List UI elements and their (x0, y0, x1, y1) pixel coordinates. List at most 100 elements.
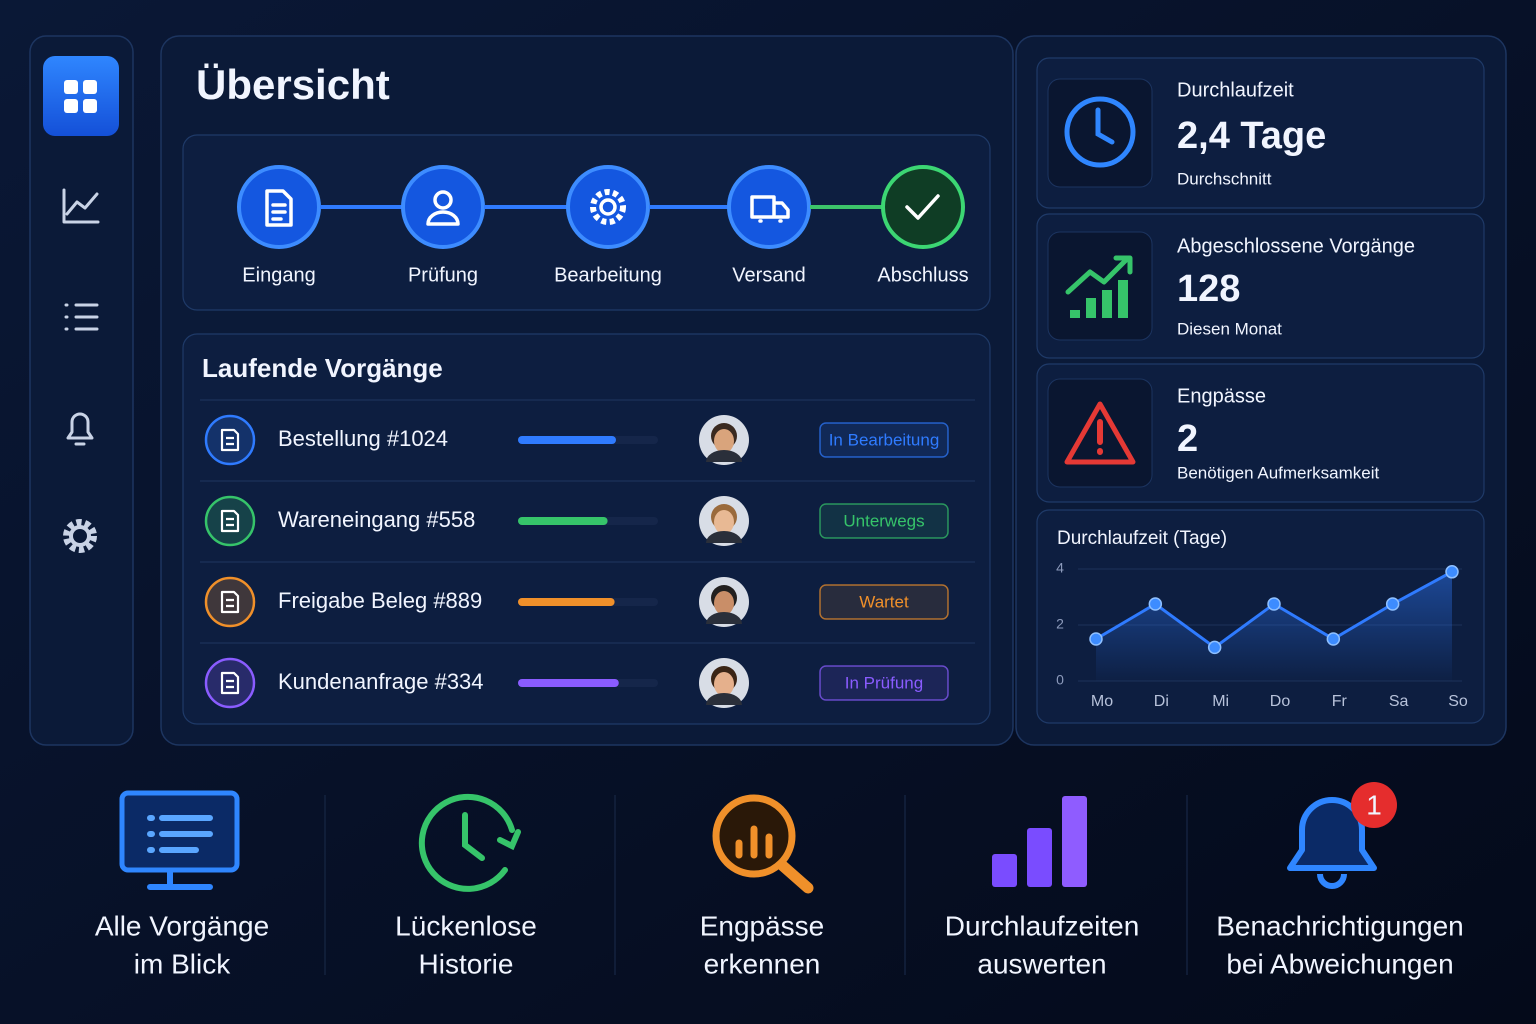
icon-clock (1064, 96, 1136, 168)
nav-notifications[interactable] (66, 412, 94, 446)
avatar-body (706, 450, 742, 462)
avatar-body (706, 612, 742, 624)
page-title: Übersicht (196, 61, 390, 108)
icon-clock-hands (1095, 107, 1115, 145)
row-name: Freigabe Beleg #889 (278, 588, 482, 613)
step-icon (599, 198, 617, 216)
line-area (1096, 571, 1452, 681)
icon-bell: 1 (1287, 782, 1397, 889)
kpi-value: 2,4 Tage (1177, 115, 1326, 157)
kpi-value: 128 (1177, 268, 1240, 310)
status-pill (819, 665, 949, 701)
step-circle (881, 165, 965, 249)
status-pill (819, 584, 949, 620)
running-panel (182, 333, 991, 725)
kpi-label: Abgeschlossene Vorgänge (1177, 235, 1415, 257)
step-circle (237, 165, 321, 249)
chart: 0 2 4 Mo Di Mi Do Fr Sa So (1056, 560, 1468, 711)
step-icon (265, 189, 293, 227)
row-icon-glyph (220, 428, 240, 452)
icon-growth-bar (1102, 290, 1112, 318)
feature-label: erkennen (704, 948, 821, 979)
running-title: Laufende Vorgänge (202, 353, 443, 383)
feature-label: Durchlaufzeiten (945, 910, 1140, 941)
feature-row: Alle Vorgänge im Blick Lückenlose Historie E… (95, 795, 1464, 979)
status-label: In Bearbeitung (829, 430, 940, 449)
step-icon (750, 195, 790, 223)
status-label: In Prüfung (845, 673, 923, 692)
feature-label: Alle Vorgänge (95, 910, 269, 941)
x-tick-label: Do (1270, 693, 1291, 710)
row-icon-glyph (220, 509, 240, 533)
icon-growth-arrow (1065, 255, 1133, 295)
step-icon (905, 194, 940, 220)
kpi-note: Benötigen Aufmerksamkeit (1177, 463, 1379, 482)
line-point (1089, 632, 1103, 646)
step-label: Abschluss (877, 264, 968, 286)
progress-bar (518, 517, 608, 525)
feature-label: bei Abweichungen (1226, 948, 1453, 979)
running-list: Bestellung #1024 In Bearbeitung Wareneinga… (200, 399, 975, 709)
step-label: Prüfung (408, 264, 478, 286)
y-tick-label: 0 (1056, 672, 1064, 688)
avatar-body (706, 531, 742, 543)
nav-list[interactable] (64, 303, 99, 331)
kpi-value: 2 (1177, 418, 1198, 460)
feature-label: Historie (419, 948, 514, 979)
icon-growth-bar (1086, 298, 1096, 318)
nav-analytics[interactable] (62, 188, 100, 224)
kpi-list: Durchlaufzeit 2,4 Tage Durchschnitt Abgesch… (1036, 57, 1485, 503)
line-point (1385, 597, 1400, 611)
nav-settings[interactable] (63, 519, 97, 553)
kpi-note: Diesen Monat (1177, 319, 1282, 338)
status-pill (819, 422, 949, 458)
line-point (1267, 597, 1281, 611)
x-tick-label: So (1448, 693, 1468, 710)
feature-label: Engpässe (700, 910, 825, 941)
line-point (1148, 597, 1163, 611)
progress-bar (518, 436, 616, 444)
status-label: Unterwegs (843, 511, 924, 530)
line-point (1326, 632, 1341, 646)
avatar-face (714, 672, 734, 696)
row-icon (204, 576, 256, 628)
x-tick-label: Fr (1332, 693, 1348, 710)
progress-bar (518, 679, 619, 687)
x-tick-label: Di (1154, 693, 1169, 710)
step-icon-gear (590, 189, 626, 225)
row-icon (204, 657, 256, 709)
step-label: Versand (732, 264, 805, 286)
row-icon-glyph (220, 671, 240, 695)
icon-warning (1064, 401, 1136, 465)
status-label: Wartet (859, 592, 909, 611)
kpi-label: Engpässe (1177, 385, 1266, 407)
step-circle (566, 165, 650, 249)
row-icon (204, 495, 256, 547)
line-point (1445, 565, 1459, 579)
dashboard-icon (64, 80, 97, 113)
row-icon-glyph (220, 590, 240, 614)
row-name: Kundenanfrage #334 (278, 669, 484, 694)
step-icon (426, 190, 460, 226)
avatar-face (714, 429, 734, 453)
row-name: Wareneingang #558 (278, 507, 475, 532)
chart-title: Durchlaufzeit (Tage) (1057, 528, 1227, 549)
notification-badge: 1 (1366, 789, 1382, 820)
row-icon (204, 414, 256, 466)
sidebar (29, 35, 134, 746)
feature-label: auswerten (977, 948, 1106, 979)
process-steps: Eingang Prüfung Bearbeitung Versand Abschlus… (237, 165, 969, 286)
kpi-icon-box (1047, 231, 1153, 341)
icon-growth-bar (1118, 280, 1128, 318)
icon-growth-bar (1070, 310, 1080, 318)
icon-history (418, 793, 521, 892)
icon-search (712, 794, 814, 894)
kpi-label: Durchlaufzeit (1177, 79, 1294, 101)
avatar-body (706, 693, 742, 705)
row-name: Bestellung #1024 (278, 426, 448, 451)
avatar-face (714, 591, 734, 615)
kpi-note: Durchschnitt (1177, 169, 1272, 188)
feature-label: im Blick (134, 948, 231, 979)
nav-dashboard[interactable] (43, 56, 119, 136)
